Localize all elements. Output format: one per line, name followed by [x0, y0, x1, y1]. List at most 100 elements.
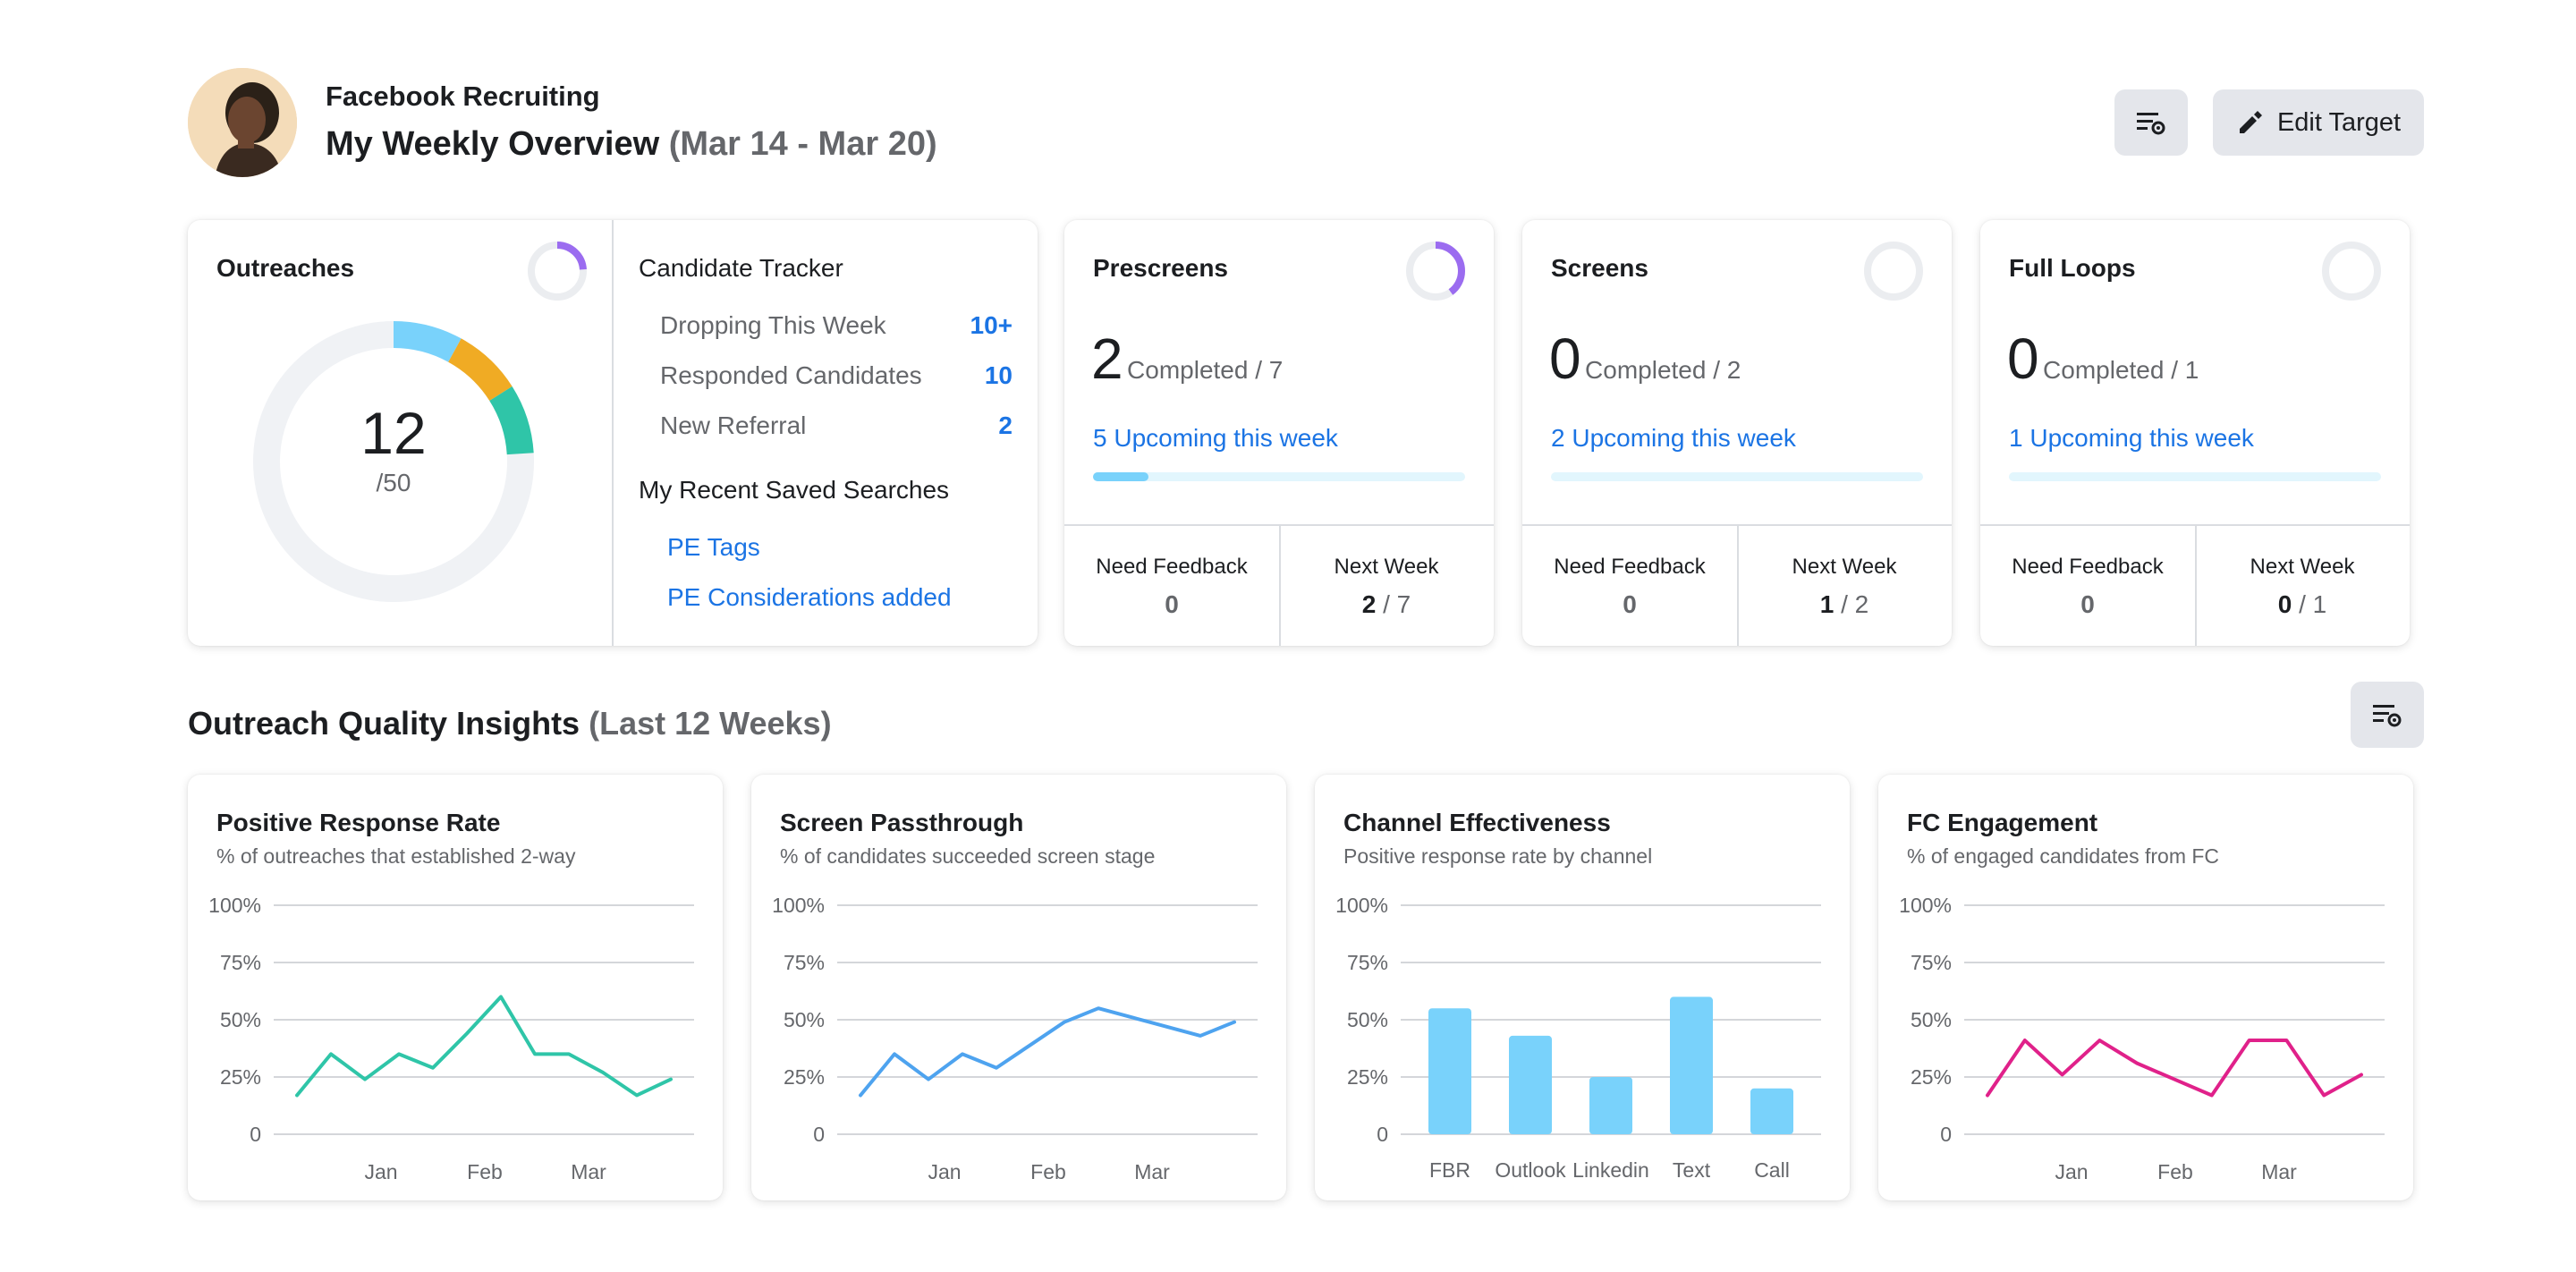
stage-upcoming-link[interactable]: 1 Upcoming this week [2009, 424, 2254, 452]
stage-progress-ring [1406, 242, 1465, 301]
x-tick-label: Jan [2055, 1160, 2088, 1183]
saved-search-link[interactable]: PE Considerations added [667, 583, 952, 611]
stage-progress-bar [1093, 472, 1465, 481]
stage-title: Screens [1551, 254, 1648, 282]
progress-ring-arc [1406, 242, 1465, 301]
stage-upcoming-link[interactable]: 5 Upcoming this week [1093, 424, 1338, 452]
series-line [859, 1006, 1236, 1098]
next-week-value[interactable]: 2 / 7 [1279, 590, 1494, 619]
page-title-text: My Weekly Overview [326, 125, 660, 163]
need-feedback-value[interactable]: 0 [1522, 590, 1737, 619]
line-chart: 100% 75% 50% 25% 0 Jan Feb Mar [772, 894, 1258, 1183]
chart-subtitle: % of outreaches that established 2-way [216, 844, 576, 868]
need-feedback-label: Need Feedback [1554, 555, 1706, 579]
prescreens-card: Prescreens 2 Completed / 7 5 Upcoming th… [1064, 220, 1494, 646]
y-tick-label: 25% [784, 1065, 825, 1089]
next-week-label: Next Week [2250, 555, 2355, 579]
next-week-value[interactable]: 0 / 1 [2195, 590, 2410, 619]
chart-title: Screen Passthrough [780, 809, 1024, 836]
x-tick-label: Feb [2157, 1160, 2193, 1183]
stage-progress-bar [1551, 472, 1923, 481]
pencil-icon [2239, 111, 2262, 133]
tracker-row-value[interactable]: 10 [984, 361, 1013, 389]
x-tick-label: Call [1754, 1158, 1790, 1182]
insights-filter-button[interactable] [2351, 682, 2424, 748]
avatar-image [188, 68, 297, 177]
y-tick-label: 100% [1899, 894, 1952, 917]
outreaches-progress-ring [528, 242, 587, 301]
next-week-label: Next Week [1334, 555, 1439, 579]
org-name: Facebook Recruiting [326, 81, 600, 112]
stage-completed: 0 Completed / 1 [2007, 326, 2199, 392]
stage-completed-label: Completed / 1 [2043, 356, 2199, 384]
edit-target-button[interactable]: Edit Target [2213, 89, 2424, 156]
stage-divider [1737, 524, 1739, 646]
tracker-row-value[interactable]: 10+ [970, 311, 1013, 339]
y-tick-label: 50% [1911, 1008, 1952, 1031]
x-tick-label: Jan [928, 1160, 961, 1183]
progress-ring-arc [528, 242, 587, 301]
series-line [1986, 1039, 2363, 1098]
x-tick-label: Mar [571, 1160, 606, 1183]
filter-settings-icon [2137, 113, 2165, 135]
need-feedback-count: 0 [1165, 590, 1179, 618]
chart-card-fc-engagement: FC Engagement % of engaged candidates fr… [1878, 775, 2413, 1200]
tracker-row-value[interactable]: 2 [998, 411, 1013, 439]
next-week-done: 1 [1819, 590, 1835, 618]
tracker-row-label: New Referral [660, 411, 807, 439]
tracker-row-label: Responded Candidates [660, 361, 922, 389]
y-tick-label: 0 [1377, 1123, 1388, 1146]
next-week-total: / 2 [1834, 590, 1869, 618]
date-range: (Mar 14 - Mar 20) [668, 125, 937, 163]
tracker-row-label: Dropping This Week [660, 311, 886, 339]
saved-searches-title: My Recent Saved Searches [639, 476, 950, 504]
insights-title-text: Outreach Quality Insights [188, 705, 580, 742]
x-tick-label: Feb [467, 1160, 503, 1183]
y-tick-label: 50% [784, 1008, 825, 1031]
next-week-value[interactable]: 1 / 2 [1737, 590, 1952, 619]
y-tick-label: 25% [1911, 1065, 1952, 1089]
next-week-done: 0 [2277, 590, 2292, 618]
y-tick-label: 25% [220, 1065, 261, 1089]
y-tick-label: 100% [772, 894, 825, 917]
stage-upcoming-link[interactable]: 2 Upcoming this week [1551, 424, 1796, 452]
next-week-total: / 1 [2292, 590, 2327, 618]
y-tick-label: 50% [1347, 1008, 1388, 1031]
bar-chart: 100% 75% 50% 25% 0 FBR Outlook Linkedin Text Call [1335, 894, 1821, 1182]
outreaches-donut-chart [253, 321, 534, 602]
filter-settings-button[interactable] [2114, 89, 2188, 156]
x-tick-label: Mar [1134, 1160, 1170, 1183]
bar [1750, 1088, 1793, 1134]
stage-completed: 2 Completed / 7 [1091, 326, 1283, 392]
chart-card-screen-passthrough: Screen Passthrough % of candidates succe… [751, 775, 1286, 1200]
y-tick-label: 0 [1940, 1123, 1952, 1146]
stage-progress-bar [2009, 472, 2381, 481]
stage-progress-ring [2322, 242, 2381, 301]
chart-card-channel-effectiveness: Channel Effectiveness Positive response … [1315, 775, 1850, 1200]
x-tick-label: Text [1673, 1158, 1711, 1182]
y-tick-label: 100% [208, 894, 261, 917]
y-tick-label: 75% [220, 951, 261, 974]
y-tick-label: 25% [1347, 1065, 1388, 1089]
stage-completed-label: Completed / 7 [1127, 356, 1284, 384]
need-feedback-value[interactable]: 0 [1064, 590, 1279, 619]
outreaches-target: /50 [376, 469, 411, 496]
need-feedback-label: Need Feedback [2012, 555, 2164, 579]
saved-search-link[interactable]: PE Tags [667, 533, 760, 561]
page-title: My Weekly Overview (Mar 14 - Mar 20) [326, 125, 937, 164]
line-chart: 100% 75% 50% 25% 0 Jan Feb Mar [1899, 894, 2385, 1183]
x-tick-label: Linkedin [1572, 1158, 1649, 1182]
avatar [188, 68, 297, 177]
stage-completed: 0 Completed / 2 [1549, 326, 1741, 392]
stage-completed-count: 0 [2007, 326, 2039, 391]
chart-subtitle: Positive response rate by channel [1343, 844, 1653, 868]
insights-title: Outreach Quality Insights (Last 12 Weeks… [188, 705, 832, 742]
stage-divider [1279, 524, 1281, 646]
bar [1428, 1008, 1471, 1134]
line-chart: 100% 75% 50% 25% 0 Jan Feb Mar [208, 894, 694, 1183]
outreaches-title: Outreaches [216, 254, 355, 282]
filter-settings-icon [2373, 705, 2402, 727]
y-tick-label: 0 [813, 1123, 825, 1146]
y-tick-label: 100% [1335, 894, 1388, 917]
need-feedback-value[interactable]: 0 [1980, 590, 2195, 619]
